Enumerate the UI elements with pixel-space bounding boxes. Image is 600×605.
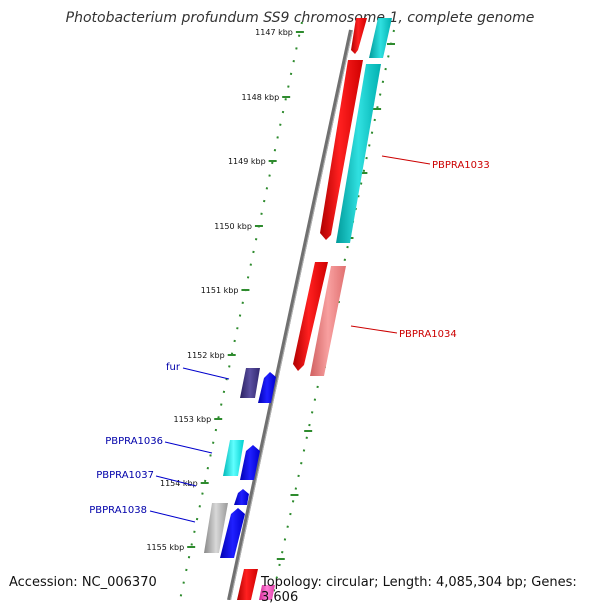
- label-pbpra1033: PBPRA1033: [432, 160, 490, 171]
- tick-marks: 1147 kbp 1148 kbp 1149 kbp 1150 kbp 1151 kbp…: [146, 28, 396, 560]
- genome-backbone: [227, 29, 353, 600]
- feature-cyan-pbpra1033: [336, 64, 381, 243]
- callout-pbpra1037: [155, 475, 197, 487]
- accession-text: Accession: NC_006370: [9, 575, 157, 590]
- callout-pbpra1033: [381, 155, 431, 165]
- map-title: Photobacterium profundum SS9 chromosome …: [65, 10, 535, 26]
- callout-pbpra1036: [164, 441, 213, 454]
- label-pbpra1036: PBPRA1036: [105, 436, 163, 447]
- tick-label: 1154 kbp: [160, 479, 198, 488]
- feature-blue-pbpra1037: [234, 489, 249, 505]
- tick-label: 1152 kbp: [187, 351, 225, 360]
- label-pbpra1037: PBPRA1037: [96, 470, 154, 481]
- callout-pbpra1034: [350, 325, 398, 334]
- feature-blue-3: [220, 508, 245, 558]
- tick-label: 1148 kbp: [241, 93, 279, 102]
- feature-fur: [240, 368, 260, 398]
- feature-blue-2: [240, 445, 260, 480]
- label-pbpra1038: PBPRA1038: [89, 505, 147, 516]
- summary-text: Topology: circular; Length: 4,085,304 bp…: [261, 575, 577, 605]
- feature-pbpra1038: [204, 503, 228, 553]
- label-pbpra1034: PBPRA1034: [399, 329, 457, 340]
- callout-pbpra1038: [149, 510, 196, 523]
- tick-label: 1151 kbp: [201, 286, 239, 295]
- feature-red-top: [351, 18, 367, 54]
- tick-label: 1147 kbp: [255, 28, 293, 37]
- feature-red-pbpra1033: [320, 60, 363, 240]
- tick-label: 1150 kbp: [214, 222, 252, 231]
- label-fur: fur: [166, 362, 181, 373]
- feature-red-bottom: [237, 569, 258, 600]
- tick-label: 1155 kbp: [146, 543, 184, 552]
- feature-red-pbpra1034: [293, 262, 328, 371]
- tick-label: 1149 kbp: [228, 157, 266, 166]
- feature-magenta-bottom: [259, 585, 275, 600]
- feature-cyan-top: [369, 18, 392, 58]
- callout-fur: [182, 367, 230, 380]
- feature-blue-1: [258, 372, 276, 403]
- tick-label: 1153 kbp: [174, 415, 212, 424]
- feature-pink-pbpra1034: [310, 266, 346, 376]
- feature-pbpra1036: [223, 440, 244, 476]
